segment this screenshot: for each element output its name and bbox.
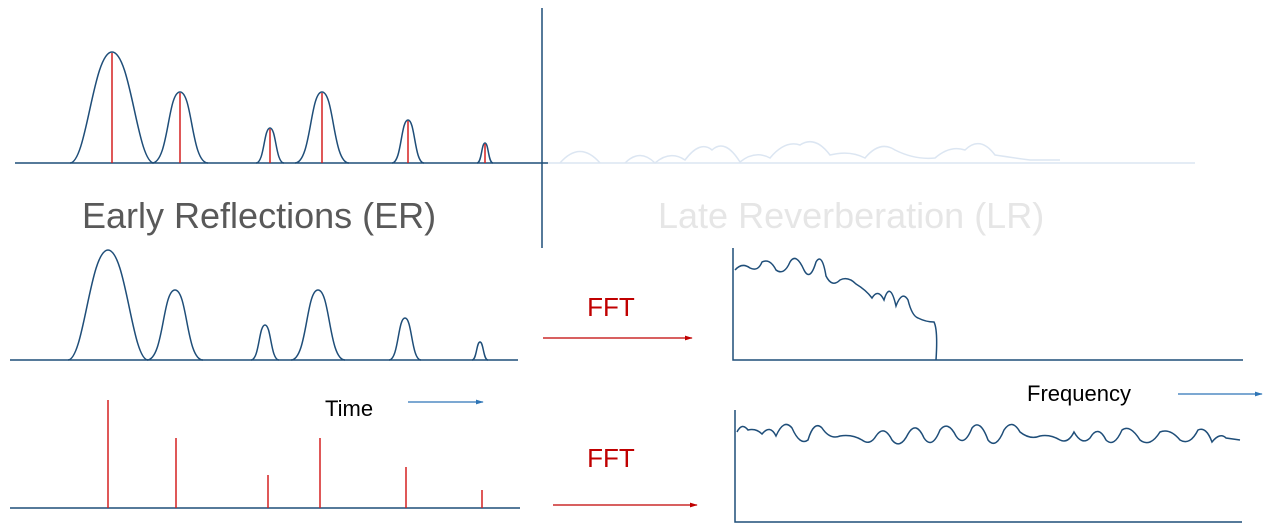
fft-label: FFT <box>587 443 635 473</box>
frequency-label: Frequency <box>1027 381 1131 406</box>
fft-label: FFT <box>587 292 635 322</box>
spectrum-envelope <box>732 248 1243 361</box>
early-label: Early Reflections (ER) <box>82 195 436 236</box>
early-reflections-waveform <box>15 51 548 164</box>
er-envelope <box>10 249 518 361</box>
late-reverberation-waveform <box>548 140 1195 165</box>
late-label: Late Reverberation (LR) <box>658 195 1044 236</box>
time-label: Time <box>325 396 373 421</box>
impulses <box>10 400 520 509</box>
spectrum-fine <box>734 410 1242 523</box>
